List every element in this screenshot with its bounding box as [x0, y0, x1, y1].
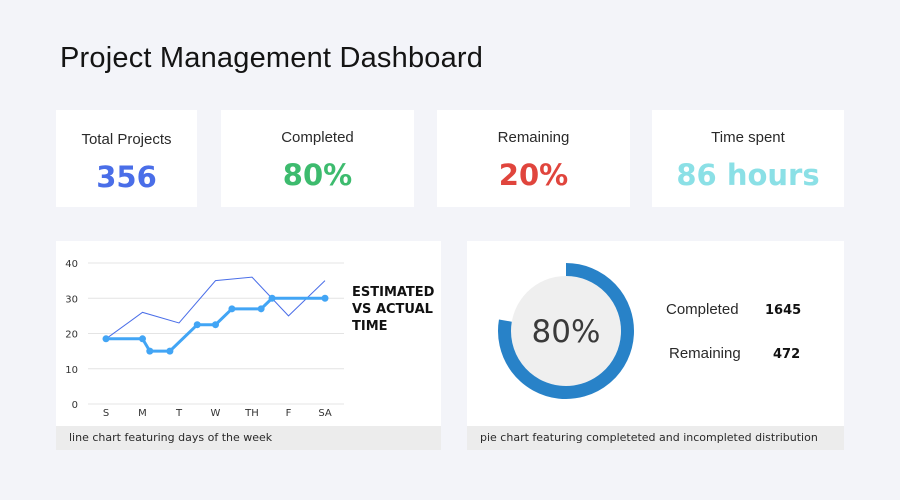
x-tick-label: S [103, 408, 109, 419]
donut-center-label: 80% [532, 314, 601, 350]
stat-value: 86 hours [676, 158, 820, 192]
chart-caption: pie chart featuring completeted and inco… [467, 426, 844, 450]
stat-value: 356 [96, 160, 157, 194]
data-point [166, 347, 174, 355]
line-chart-panel: 0 10 20 30 40 S M T W TH F SA ESTIMATED VS ACTUAL T… [56, 241, 441, 450]
series-line-1 [105, 276, 326, 340]
donut-hole [511, 276, 621, 386]
y-tick-label: 0 [72, 400, 78, 411]
chart-caption: line chart featuring days of the week [56, 426, 441, 450]
stat-value: 20% [498, 158, 569, 192]
stat-card-completed: Completed 80% [221, 110, 414, 207]
x-tick-label: SA [318, 408, 332, 419]
chart-title: ESTIMATED VS ACTUAL TIME [352, 285, 435, 334]
legend-value-completed: 1645 [765, 303, 802, 318]
line-chart: 0 10 20 30 40 S M T W TH F SA [65, 259, 344, 419]
y-tick-label: 10 [65, 365, 78, 376]
stat-label: Total Projects [81, 131, 172, 148]
x-tick-label: F [286, 408, 292, 419]
data-point [321, 294, 329, 302]
legend-label-remaining: Remaining [669, 345, 741, 362]
y-tick-label: 30 [65, 294, 78, 305]
donut-slice-completed [498, 263, 634, 399]
data-point [228, 305, 236, 313]
stat-card-time-spent: Time spent 86 hours [652, 110, 844, 207]
data-point [212, 321, 219, 329]
data-point [139, 335, 146, 343]
stat-label: Remaining [497, 129, 570, 146]
stat-card-total-projects: Total Projects 356 [56, 110, 197, 207]
stat-label: Time spent [711, 129, 785, 146]
y-tick-label: 40 [65, 259, 78, 270]
data-point [268, 294, 276, 302]
series-line-2 [106, 296, 325, 353]
data-point [146, 347, 154, 355]
stat-card-remaining: Remaining 20% [437, 110, 630, 207]
y-tick-label: 20 [65, 330, 78, 341]
page-title: Project Management Dashboard [60, 42, 484, 74]
stat-label: Completed [281, 129, 354, 146]
stat-value: 80% [282, 158, 353, 192]
x-tick-label: T [175, 408, 183, 419]
legend-value-remaining: 472 [773, 347, 801, 362]
data-point [193, 321, 201, 329]
donut-chart: 80% [498, 263, 634, 399]
data-point [102, 335, 110, 343]
x-tick-label: TH [244, 408, 259, 419]
data-point [257, 305, 265, 313]
legend-label-completed: Completed [666, 301, 739, 318]
x-tick-label: W [211, 408, 221, 419]
x-tick-label: M [138, 408, 147, 419]
pie-chart-panel: 80% Completed 1645 Remaining 472 pie cha… [467, 241, 844, 450]
